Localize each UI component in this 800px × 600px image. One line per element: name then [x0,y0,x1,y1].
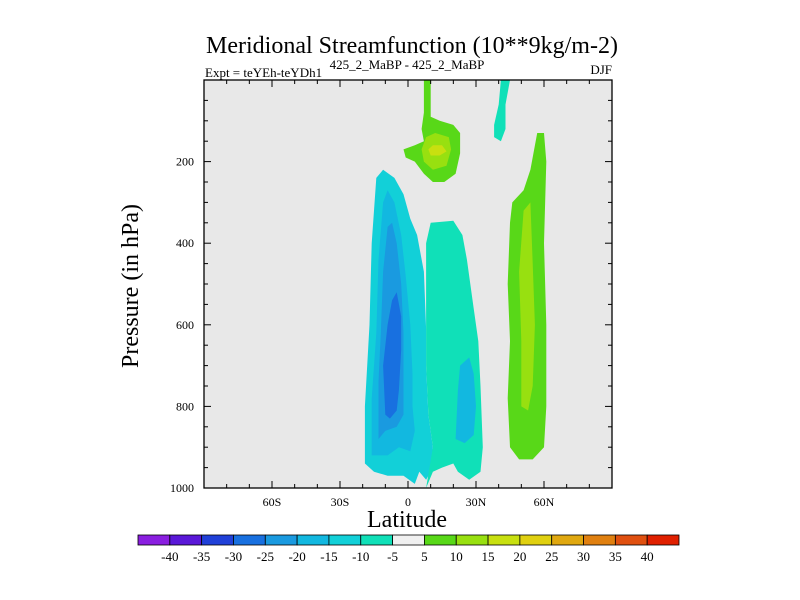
colorbar-label: 5 [421,549,428,564]
colorbar-swatch [360,534,393,546]
colorbar-swatch [392,534,425,546]
colorbar-label: -5 [387,549,398,564]
colorbar-label: 10 [450,549,463,564]
colorbar-label: -20 [288,549,305,564]
colorbar-label: 25 [545,549,558,564]
right-subtitle: DJF [590,62,612,77]
colorbar-swatch [646,534,680,546]
contour-region-4 [383,292,402,419]
colorbar-label: -10 [352,549,369,564]
y-tick-label: 400 [176,236,194,250]
y-axis-label: Pressure (in hPa) [118,204,144,368]
y-tick-label: 200 [176,155,194,169]
colorbar-swatch [551,534,584,546]
x-axis-label: Latitude [367,507,447,533]
contour-region-11 [494,80,510,142]
colorbar-label: 20 [513,549,526,564]
colorbar-label: 35 [609,549,622,564]
colorbar-swatch [424,534,457,546]
x-tick-label: 30S [331,495,350,509]
colorbar-swatch [233,534,266,546]
colorbar-swatch [169,534,203,546]
x-tick-label: 30N [466,495,487,509]
colorbar-swatch [137,534,171,546]
x-tick-label: 60S [263,495,282,509]
contour-region-10 [428,145,447,156]
left-subtitle: Expt = teYEh-teYDh1 [205,65,322,80]
colorbar-swatch [328,534,362,546]
colorbar-swatch [201,534,234,546]
x-tick-label: 0 [405,495,411,509]
contour-region-7 [519,202,535,411]
colorbar-label: 30 [577,549,590,564]
colorbar-label: -35 [193,549,210,564]
contour-region-5 [455,357,476,444]
x-tick-label: 60N [534,495,555,509]
colorbar-swatch [487,534,521,546]
colorbar-label: -15 [320,549,337,564]
y-tick-label: 800 [176,399,194,413]
contour-fill-layer [364,80,547,489]
center-subtitle: 425_2_MaBP - 425_2_MaBP [330,57,485,72]
colorbar-swatch [583,534,616,546]
colorbar: -40 -35 -30 -25 -20 -15 -10 -5 5 10 15 20 25 30 35 40 [137,534,680,564]
chart-title: Meridional Streamfunction (10**9kg/m-2) [206,33,618,59]
axis-ticks: 60S 30S 0 30N 60N 200 400 600 800 1000 [170,79,613,509]
colorbar-swatch [519,534,553,546]
colorbar-label: -40 [161,549,178,564]
colorbar-label: 15 [482,549,495,564]
y-tick-label: 1000 [170,481,194,495]
colorbar-swatch [264,534,298,546]
colorbar-swatch [614,534,648,546]
colorbar-swatch [296,534,330,546]
colorbar-label: -25 [257,549,274,564]
colorbar-swatch [455,534,489,546]
colorbar-label: 40 [641,549,654,564]
colorbar-label: -30 [225,549,242,564]
y-tick-label: 600 [176,318,194,332]
